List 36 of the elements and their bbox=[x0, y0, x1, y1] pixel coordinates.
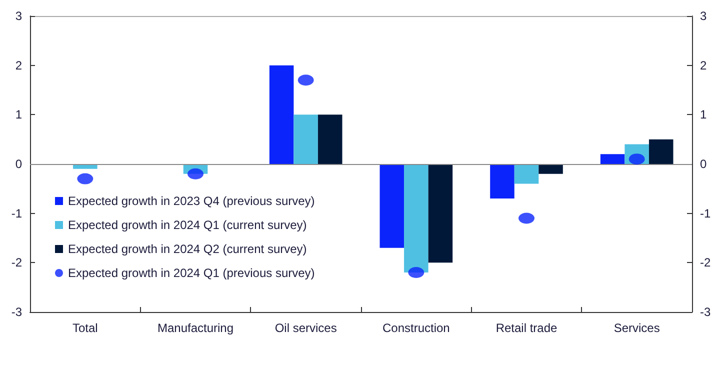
legend-label: Expected growth in 2023 Q4 (previous survey) bbox=[68, 194, 315, 208]
bar bbox=[490, 164, 514, 199]
y-tick-label: 3 bbox=[15, 9, 22, 23]
point bbox=[518, 212, 534, 224]
y2-tick-label: -2 bbox=[700, 256, 711, 270]
x-tick-label: Services bbox=[614, 321, 660, 335]
y2-tick-label: -3 bbox=[700, 305, 711, 319]
y2-tick-label: 2 bbox=[700, 58, 707, 72]
x-tick-label: Total bbox=[72, 321, 98, 335]
legend-label: Expected growth in 2024 Q2 (current survey) bbox=[68, 242, 307, 256]
x-tick-label: Construction bbox=[382, 321, 450, 335]
bar bbox=[318, 114, 342, 164]
y2-tick-label: -1 bbox=[700, 206, 711, 220]
y-tick-label: 0 bbox=[15, 157, 22, 171]
point bbox=[188, 168, 204, 180]
bar bbox=[294, 114, 318, 164]
bar bbox=[648, 139, 674, 164]
bar bbox=[380, 164, 404, 248]
bar bbox=[514, 164, 539, 184]
bar bbox=[600, 154, 625, 164]
x-tick-label: Oil services bbox=[274, 321, 337, 335]
legend-label: Expected growth in 2024 Q1 (current survey) bbox=[68, 218, 307, 232]
legend-label: Expected growth in 2024 Q1 (previous survey) bbox=[68, 266, 315, 280]
y-tick-label: 2 bbox=[15, 58, 22, 72]
y-tick-label: -3 bbox=[11, 305, 22, 319]
y2-tick-label: 3 bbox=[700, 9, 707, 23]
y2-tick-label: 1 bbox=[700, 108, 707, 122]
y-tick-label: -2 bbox=[11, 256, 22, 270]
bar bbox=[404, 164, 428, 273]
x-tick-label: Retail trade bbox=[496, 321, 558, 335]
y2-tick-label: 0 bbox=[700, 157, 707, 171]
y-tick-label: 1 bbox=[15, 108, 22, 122]
y-tick-label: -1 bbox=[11, 206, 22, 220]
x-tick-label: Manufacturing bbox=[157, 321, 234, 335]
bar bbox=[269, 65, 294, 164]
bar bbox=[428, 164, 453, 263]
